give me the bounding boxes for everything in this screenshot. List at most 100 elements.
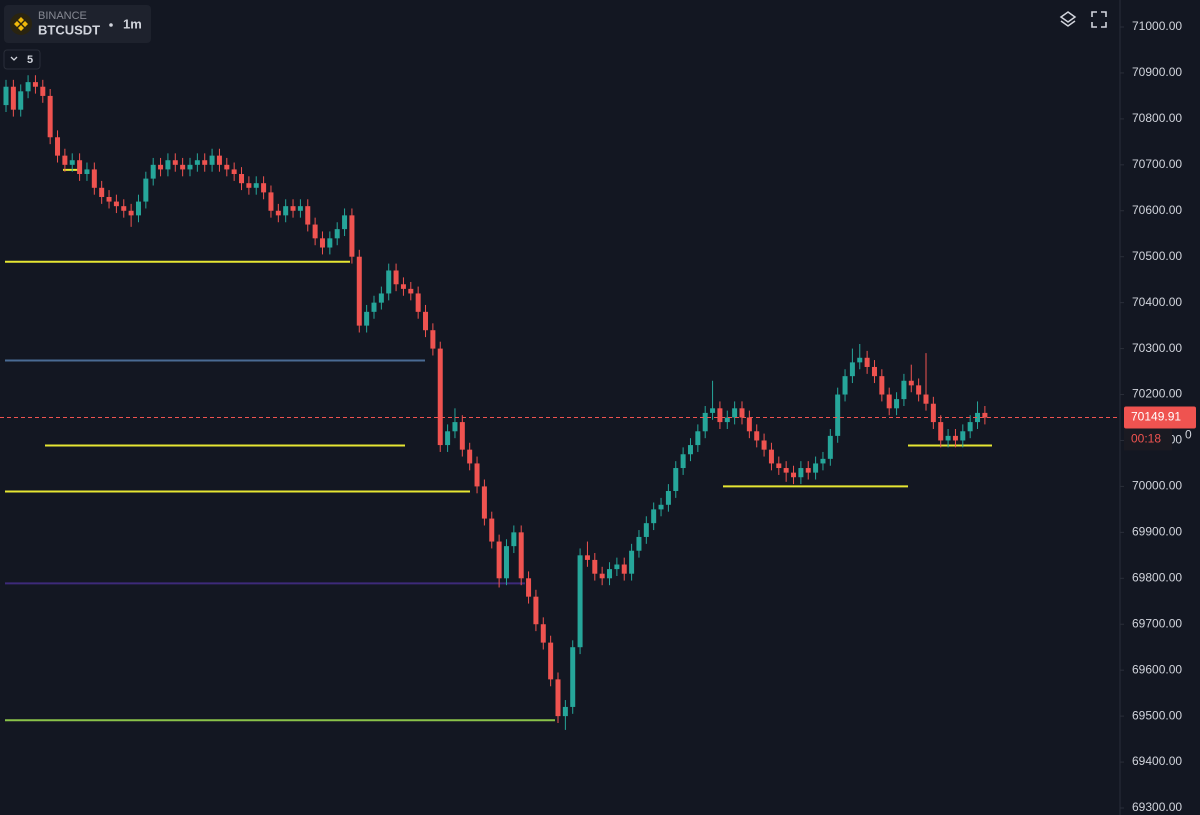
- indicator-toggle-bg: [3, 49, 41, 70]
- candle-body: [158, 164, 164, 170]
- candle-body: [592, 559, 598, 574]
- candle-body: [680, 454, 686, 469]
- candle-body: [827, 435, 833, 459]
- candle-body: [548, 642, 554, 680]
- candle-body: [415, 293, 421, 312]
- y-tick-label: 70300.00: [1132, 341, 1182, 355]
- candle-body: [55, 137, 61, 156]
- candle-body: [224, 164, 230, 170]
- candle-body: [886, 394, 892, 409]
- candle-body: [467, 449, 473, 464]
- candle-body: [239, 174, 245, 184]
- candle-body: [496, 541, 502, 579]
- candle-body: [710, 408, 716, 413]
- y-tick-label: 70000.00: [1132, 479, 1182, 493]
- fullscreen-icon: [1091, 11, 1107, 28]
- exchange-logo: [10, 13, 32, 35]
- candle-body: [99, 187, 105, 197]
- y-tick-label: 70900.00: [1132, 65, 1182, 79]
- candle-body: [518, 532, 524, 579]
- candle-body: [253, 183, 259, 188]
- candle-body: [327, 238, 333, 248]
- last-price-label: 70149.91: [1131, 410, 1181, 424]
- candle-body: [10, 86, 16, 110]
- candle-body: [916, 385, 922, 395]
- candle-body: [165, 160, 171, 170]
- candle-body: [938, 422, 944, 441]
- candle-body: [511, 532, 517, 547]
- candle-body: [599, 573, 605, 579]
- candle-body: [562, 706, 568, 717]
- candle-body: [930, 403, 936, 423]
- candle-body: [791, 472, 797, 478]
- candle-body: [40, 86, 46, 96]
- candle-body: [967, 422, 973, 432]
- candle-body: [658, 504, 664, 510]
- indicator-count: 5: [27, 54, 33, 66]
- candle-body: [25, 82, 31, 92]
- y-tick-label: 69700.00: [1132, 616, 1182, 630]
- candle-body: [643, 523, 649, 537]
- y-tick-label: 69800.00: [1132, 570, 1182, 584]
- candle-body: [474, 463, 480, 487]
- candle-body: [3, 86, 9, 106]
- candle-body: [665, 491, 671, 505]
- candle-body: [614, 564, 620, 570]
- price-axis: 71000.00 70900.00 70800.00 70700.00 70600.00…: [1120, 19, 1196, 814]
- layers-button[interactable]: [1059, 11, 1077, 27]
- y-tick-label: 70700.00: [1132, 157, 1182, 171]
- candle-body: [121, 206, 127, 211]
- y-tick-label: 71000.00: [1132, 19, 1182, 33]
- y-tick-label: 70400.00: [1132, 295, 1182, 309]
- y-tick-label: 70800.00: [1132, 111, 1182, 125]
- candle-body: [607, 569, 613, 579]
- y-tick-label: 69600.00: [1132, 662, 1182, 676]
- candle-body: [113, 201, 119, 207]
- extra-label: 0: [1185, 428, 1192, 442]
- candle-body: [864, 357, 870, 367]
- candle-body: [842, 376, 848, 395]
- candle-body: [180, 164, 186, 170]
- candle-body: [393, 270, 399, 285]
- y-tick-label: 69400.00: [1132, 754, 1182, 768]
- candle-body: [128, 210, 134, 216]
- candle-body: [584, 555, 590, 560]
- candle-body: [489, 518, 495, 542]
- candle-body: [871, 366, 877, 377]
- y-tick-label: 70500.00: [1132, 249, 1182, 263]
- candle-body: [629, 550, 635, 574]
- candle-body: [754, 431, 760, 441]
- candle-body: [290, 206, 296, 211]
- candle-body: [526, 578, 532, 597]
- candle-body: [216, 155, 222, 165]
- candle-body: [481, 486, 487, 519]
- candle-body: [135, 201, 141, 216]
- candle-body: [445, 431, 451, 446]
- symbol-box-bg: [4, 5, 151, 43]
- candle-body: [356, 256, 362, 326]
- candle-body: [202, 160, 208, 165]
- candle-body: [430, 330, 436, 349]
- fullscreen-button[interactable]: [1091, 11, 1107, 28]
- candle-body: [312, 224, 318, 239]
- last-price-box: [1124, 406, 1196, 429]
- candle-body: [106, 196, 112, 202]
- interval: 1m: [123, 16, 142, 31]
- candle-body: [636, 536, 642, 551]
- candle-body: [813, 463, 819, 473]
- separator-dot: [109, 23, 113, 27]
- indicator-toggle[interactable]: 5: [3, 49, 41, 70]
- candle-body: [695, 431, 701, 446]
- plot: [0, 75, 1120, 730]
- symbol-box[interactable]: BINANCE BTCUSDT 1m: [4, 5, 151, 43]
- candle-body: [305, 206, 311, 225]
- candle-body: [364, 311, 370, 326]
- candle-body: [570, 647, 576, 707]
- candle-body: [945, 435, 951, 441]
- candle-body: [894, 399, 900, 409]
- candle-body: [32, 82, 38, 87]
- candle-body: [746, 417, 752, 432]
- candle-body: [820, 458, 826, 464]
